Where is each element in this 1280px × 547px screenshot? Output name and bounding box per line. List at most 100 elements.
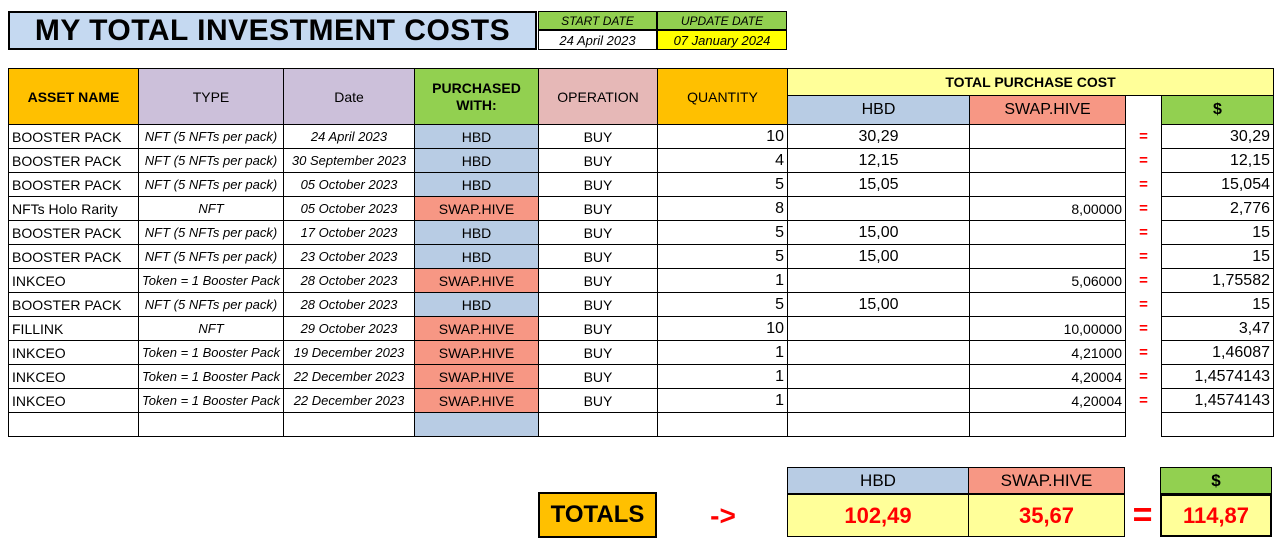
cell-equals[interactable]: =	[1125, 244, 1162, 269]
cell-date[interactable]: 22 December 2023	[283, 364, 415, 389]
cell-hbd[interactable]	[787, 340, 970, 365]
cell-type[interactable]: NFT (5 NFTs per pack)	[138, 220, 284, 245]
cell-operation[interactable]: BUY	[538, 172, 658, 197]
cell-equals[interactable]: =	[1125, 340, 1162, 365]
cell-hbd[interactable]: 30,29	[787, 124, 970, 149]
cell-hbd[interactable]	[787, 364, 970, 389]
cell-swap-hive[interactable]	[969, 124, 1126, 149]
cell-purchased-with[interactable]: SWAP.HIVE	[414, 268, 539, 293]
cell-type[interactable]: Token = 1 Booster Pack	[138, 268, 284, 293]
cell-asset-name[interactable]: INKCEO	[8, 364, 139, 389]
cell-hbd[interactable]: 15,05	[787, 172, 970, 197]
cell-swap-hive[interactable]	[969, 412, 1126, 437]
cell-asset-name[interactable]: INKCEO	[8, 268, 139, 293]
cell-dollar[interactable]: 1,4574143	[1161, 364, 1274, 389]
cell-quantity[interactable]: 10	[657, 316, 788, 341]
cell-quantity[interactable]	[657, 412, 788, 437]
cell-equals[interactable]	[1125, 412, 1162, 437]
cell-equals[interactable]: =	[1125, 388, 1162, 413]
cell-dollar[interactable]: 1,46087	[1161, 340, 1274, 365]
update-date-value[interactable]: 07 January 2024	[657, 30, 787, 50]
cell-swap-hive[interactable]: 5,06000	[969, 268, 1126, 293]
cell-quantity[interactable]: 8	[657, 196, 788, 221]
cell-purchased-with[interactable]: SWAP.HIVE	[414, 340, 539, 365]
cell-asset-name[interactable]: INKCEO	[8, 340, 139, 365]
cell-purchased-with[interactable]: SWAP.HIVE	[414, 196, 539, 221]
cell-type[interactable]: Token = 1 Booster Pack	[138, 388, 284, 413]
cell-type[interactable]: NFT (5 NFTs per pack)	[138, 148, 284, 173]
cell-asset-name[interactable]: BOOSTER PACK	[8, 124, 139, 149]
cell-type[interactable]: Token = 1 Booster Pack	[138, 340, 284, 365]
cell-dollar[interactable]	[1161, 412, 1274, 437]
cell-date[interactable]: 29 October 2023	[283, 316, 415, 341]
cell-asset-name[interactable]: BOOSTER PACK	[8, 220, 139, 245]
cell-equals[interactable]: =	[1125, 364, 1162, 389]
cell-asset-name[interactable]: INKCEO	[8, 388, 139, 413]
cell-type[interactable]	[138, 412, 284, 437]
cell-operation[interactable]: BUY	[538, 268, 658, 293]
cell-equals[interactable]: =	[1125, 148, 1162, 173]
cell-equals[interactable]: =	[1125, 268, 1162, 293]
cell-quantity[interactable]: 1	[657, 364, 788, 389]
cell-dollar[interactable]: 15	[1161, 244, 1274, 269]
cell-date[interactable]: 28 October 2023	[283, 292, 415, 317]
cell-dollar[interactable]: 30,29	[1161, 124, 1274, 149]
cell-swap-hive[interactable]: 8,00000	[969, 196, 1126, 221]
cell-purchased-with[interactable]: HBD	[414, 172, 539, 197]
cell-asset-name[interactable]: FILLINK	[8, 316, 139, 341]
cell-date[interactable]: 24 April 2023	[283, 124, 415, 149]
cell-asset-name[interactable]: BOOSTER PACK	[8, 244, 139, 269]
cell-type[interactable]: NFT (5 NFTs per pack)	[138, 172, 284, 197]
cell-purchased-with[interactable]: HBD	[414, 148, 539, 173]
cell-date[interactable]	[283, 412, 415, 437]
cell-quantity[interactable]: 5	[657, 220, 788, 245]
cell-hbd[interactable]	[787, 316, 970, 341]
cell-swap-hive[interactable]	[969, 244, 1126, 269]
cell-purchased-with[interactable]: SWAP.HIVE	[414, 388, 539, 413]
cell-quantity[interactable]: 5	[657, 244, 788, 269]
cell-equals[interactable]: =	[1125, 172, 1162, 197]
cell-swap-hive[interactable]: 4,20004	[969, 364, 1126, 389]
cell-hbd[interactable]: 12,15	[787, 148, 970, 173]
cell-dollar[interactable]: 12,15	[1161, 148, 1274, 173]
cell-operation[interactable]: BUY	[538, 220, 658, 245]
cell-type[interactable]: NFT (5 NFTs per pack)	[138, 292, 284, 317]
cell-quantity[interactable]: 5	[657, 172, 788, 197]
cell-quantity[interactable]: 1	[657, 268, 788, 293]
cell-dollar[interactable]: 2,776	[1161, 196, 1274, 221]
cell-date[interactable]: 17 October 2023	[283, 220, 415, 245]
cell-swap-hive[interactable]: 10,00000	[969, 316, 1126, 341]
cell-type[interactable]: Token = 1 Booster Pack	[138, 364, 284, 389]
cell-purchased-with[interactable]: SWAP.HIVE	[414, 364, 539, 389]
cell-swap-hive[interactable]	[969, 172, 1126, 197]
cell-hbd[interactable]	[787, 268, 970, 293]
cell-equals[interactable]: =	[1125, 316, 1162, 341]
cell-operation[interactable]: BUY	[538, 148, 658, 173]
cell-operation[interactable]: BUY	[538, 292, 658, 317]
cell-swap-hive[interactable]: 4,20004	[969, 388, 1126, 413]
cell-dollar[interactable]: 15,054	[1161, 172, 1274, 197]
cell-operation[interactable]: BUY	[538, 340, 658, 365]
cell-type[interactable]: NFT	[138, 196, 284, 221]
cell-dollar[interactable]: 1,75582	[1161, 268, 1274, 293]
cell-operation[interactable]: BUY	[538, 388, 658, 413]
cell-asset-name[interactable]: BOOSTER PACK	[8, 292, 139, 317]
cell-hbd[interactable]	[787, 196, 970, 221]
cell-hbd[interactable]	[787, 412, 970, 437]
cell-hbd[interactable]: 15,00	[787, 292, 970, 317]
cell-date[interactable]: 05 October 2023	[283, 172, 415, 197]
cell-operation[interactable]: BUY	[538, 364, 658, 389]
cell-quantity[interactable]: 10	[657, 124, 788, 149]
cell-date[interactable]: 05 October 2023	[283, 196, 415, 221]
cell-purchased-with[interactable]	[414, 412, 539, 437]
cell-equals[interactable]: =	[1125, 196, 1162, 221]
cell-hbd[interactable]	[787, 388, 970, 413]
cell-equals[interactable]: =	[1125, 292, 1162, 317]
cell-operation[interactable]	[538, 412, 658, 437]
cell-purchased-with[interactable]: HBD	[414, 244, 539, 269]
cell-swap-hive[interactable]	[969, 148, 1126, 173]
cell-purchased-with[interactable]: SWAP.HIVE	[414, 316, 539, 341]
cell-quantity[interactable]: 4	[657, 148, 788, 173]
cell-dollar[interactable]: 15	[1161, 220, 1274, 245]
cell-operation[interactable]: BUY	[538, 196, 658, 221]
